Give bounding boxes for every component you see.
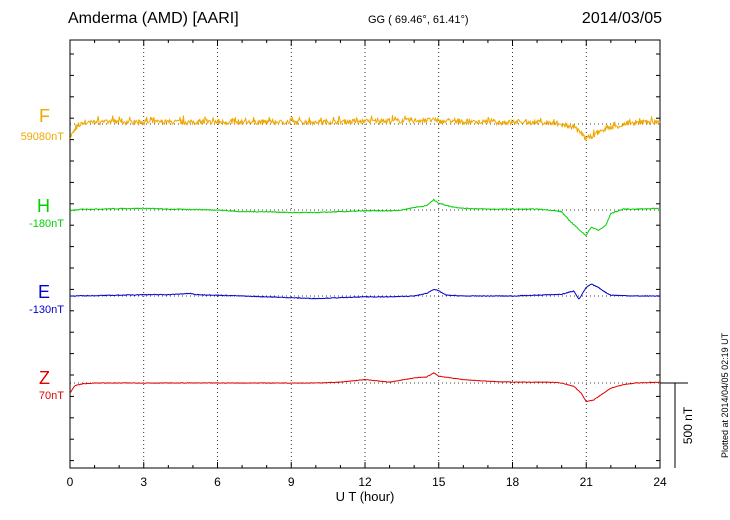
- x-tick-label: 15: [432, 475, 446, 489]
- x-tick-label: 0: [67, 475, 74, 489]
- series-baseline-h: -180nT: [29, 218, 64, 230]
- series-line-f: [69, 114, 661, 142]
- series-label-e: E: [37, 282, 50, 302]
- chart-date: 2014/03/05: [581, 10, 662, 27]
- x-tick-label: 21: [580, 475, 594, 489]
- series-label-h: H: [37, 196, 50, 216]
- x-tick-label: 24: [653, 475, 667, 489]
- x-tick-label: 6: [214, 475, 221, 489]
- scale-bar-label: 500 nT: [681, 406, 695, 444]
- station-coordinates: GG ( 69.46°, 61.41°): [368, 14, 469, 26]
- x-tick-label: 3: [140, 475, 147, 489]
- series-baseline-z: 70nT: [38, 390, 64, 402]
- x-tick-label: 9: [288, 475, 295, 489]
- series-label-f: F: [39, 106, 50, 126]
- series-baseline-f: 59080nT: [20, 131, 64, 143]
- x-axis-label: U T (hour): [336, 489, 395, 504]
- x-tick-label: 18: [506, 475, 520, 489]
- series-label-z: Z: [39, 368, 50, 388]
- x-tick-label: 12: [358, 475, 372, 489]
- series-line-z: [69, 372, 661, 403]
- series-line-h: [69, 198, 661, 237]
- series-line-e: [70, 283, 661, 300]
- series-baseline-e: -130nT: [29, 304, 64, 316]
- chart-title: Amderma (AMD) [AARI]: [68, 10, 239, 27]
